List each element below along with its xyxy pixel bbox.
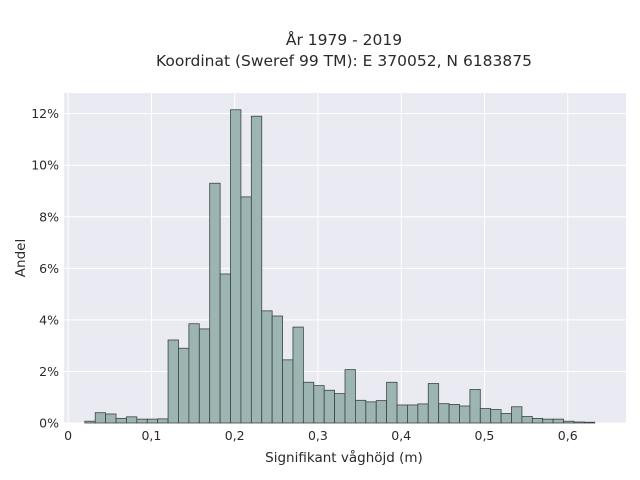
histogram-bar (250, 115, 263, 424)
x-tick-layer: 0 0,1 0,2 0,3 0,4 0,5 0,6 (64, 428, 578, 443)
y-tick-label: 12% (31, 106, 59, 121)
histogram-bar (188, 323, 200, 424)
y-axis-label: Andel (13, 239, 29, 277)
y-tick-label: 8% (39, 209, 59, 224)
histogram-bar (542, 418, 554, 424)
y-tick-label: 4% (39, 312, 59, 327)
histogram-bar (417, 403, 429, 424)
histogram-bar (105, 413, 117, 424)
x-tick-label: 0,3 (308, 428, 328, 443)
histogram-bar (157, 418, 169, 424)
y-tick-label: 6% (39, 261, 59, 276)
x-axis-label: Signifikant våghöjd (m) (265, 449, 423, 466)
histogram-bar (230, 109, 242, 424)
histogram-bar (511, 406, 523, 424)
histogram-bar (219, 273, 231, 424)
histogram-bar (240, 196, 252, 424)
histogram-bar (490, 409, 502, 424)
histogram-bar (521, 416, 533, 424)
chart-title-line-1: År 1979 - 2019 (286, 30, 402, 49)
histogram-bar (136, 418, 148, 424)
histogram-bar (146, 418, 159, 424)
chart-title-line-2: Koordinat (Sweref 99 TM): E 370052, N 61… (156, 52, 532, 70)
histogram-bar (386, 381, 398, 424)
x-tick-label: 0 (64, 428, 72, 443)
histogram-bar (271, 315, 283, 424)
y-tick-label: 10% (31, 158, 59, 173)
histogram-bar (209, 182, 221, 424)
histogram-bar (302, 381, 315, 424)
histogram-bar (427, 383, 440, 424)
histogram-bar (448, 404, 460, 424)
histogram-bar (94, 412, 107, 424)
histogram-bar (198, 328, 211, 424)
histogram-bar (178, 347, 190, 424)
histogram-bar (438, 403, 450, 424)
histogram-bar (355, 399, 367, 424)
histogram-bar (334, 393, 346, 424)
histogram-bar (563, 420, 575, 424)
histogram-bar (261, 310, 273, 424)
histogram-bar (407, 404, 419, 424)
histogram-bar (375, 400, 388, 424)
x-tick-label: 0,4 (391, 428, 411, 443)
histogram-bar (531, 417, 544, 424)
histogram-bar (396, 404, 408, 424)
x-tick-label: 0,5 (475, 428, 495, 443)
histogram-bar (313, 385, 325, 424)
histogram-bar (500, 413, 512, 424)
histogram-bar (292, 326, 304, 424)
histogram-bar (167, 339, 179, 424)
histogram-bar (84, 420, 96, 424)
histogram-bar (323, 389, 335, 424)
histogram-bar (552, 418, 564, 424)
histogram-bar (365, 401, 377, 424)
histogram-bar (344, 369, 356, 424)
histogram-bar (479, 408, 492, 424)
x-tick-label: 0,1 (141, 428, 161, 443)
x-tick-label: 0,2 (225, 428, 245, 443)
y-tick-label: 2% (39, 364, 59, 379)
histogram-bar (459, 405, 471, 424)
histogram-bar (469, 389, 481, 424)
histogram-bar (126, 416, 138, 424)
histogram-bar (573, 421, 585, 424)
x-tick-label: 0,6 (558, 428, 578, 443)
histogram-bar (583, 421, 596, 424)
plot-area (64, 93, 626, 423)
histogram-bar (115, 417, 127, 424)
y-tick-layer: 0% 2% 4% 6% 8% 10% 12% (31, 106, 59, 430)
histogram-bar (282, 359, 294, 424)
bar-layer (84, 109, 596, 424)
y-tick-label: 0% (39, 416, 59, 431)
